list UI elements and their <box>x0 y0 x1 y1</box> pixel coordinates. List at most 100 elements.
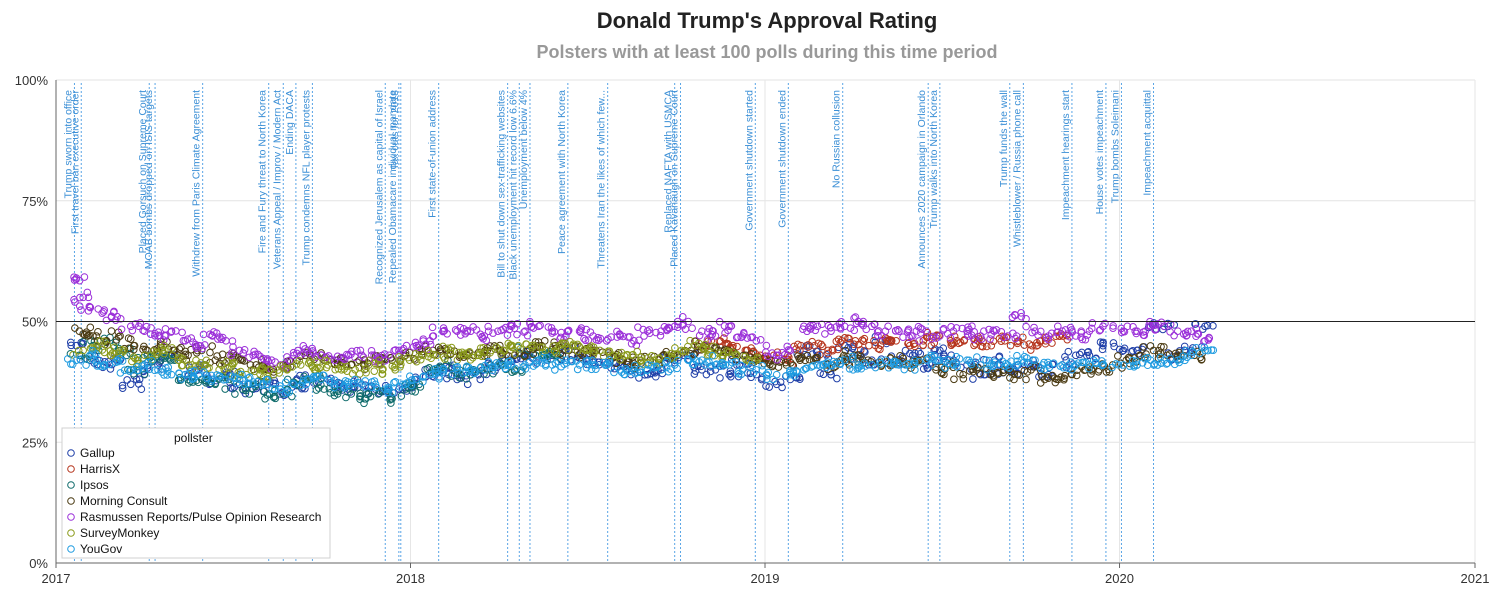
data-point <box>631 364 639 373</box>
data-point <box>566 337 574 346</box>
data-point <box>167 370 176 379</box>
data-point <box>860 347 868 355</box>
legend-label: Rasmussen Reports/Pulse Opinion Research <box>80 510 321 524</box>
data-point <box>989 373 998 381</box>
data-point <box>708 362 716 370</box>
data-point <box>710 343 719 352</box>
data-point <box>267 356 276 364</box>
data-point <box>431 365 439 373</box>
data-point <box>1130 354 1139 362</box>
data-point <box>1114 352 1122 360</box>
data-point <box>249 380 257 389</box>
data-point <box>84 307 93 315</box>
data-point <box>909 340 918 348</box>
data-point <box>384 383 393 392</box>
data-point <box>136 319 144 327</box>
data-point <box>821 330 829 338</box>
data-point <box>845 334 853 343</box>
chart-title: Donald Trump's Approval Rating <box>596 8 938 33</box>
data-point <box>728 358 736 367</box>
legend-label: Ipsos <box>80 478 109 492</box>
data-point <box>419 351 427 360</box>
data-point <box>1064 347 1073 356</box>
data-point <box>1098 361 1106 370</box>
data-point <box>466 327 475 335</box>
data-point <box>100 348 109 357</box>
data-point <box>710 351 719 360</box>
data-point <box>301 345 309 353</box>
data-point <box>822 363 831 372</box>
data-point <box>986 335 994 343</box>
data-point <box>521 352 529 361</box>
data-point <box>1131 327 1140 336</box>
data-point <box>194 378 203 387</box>
data-point <box>76 293 84 302</box>
data-point <box>160 371 168 379</box>
data-point <box>703 335 712 344</box>
data-point <box>296 351 305 360</box>
data-point <box>702 370 711 379</box>
legend-marker <box>67 545 75 553</box>
data-point <box>1128 356 1137 365</box>
data-point <box>155 331 164 340</box>
data-point <box>711 361 720 369</box>
data-point <box>900 365 909 374</box>
event-label: Trump funds the wall <box>998 90 1010 187</box>
data-point <box>223 357 231 366</box>
data-point <box>79 346 87 355</box>
legend-marker <box>67 481 75 489</box>
data-point <box>671 350 679 358</box>
data-point <box>910 356 919 365</box>
data-point <box>271 358 280 366</box>
data-point <box>463 380 472 389</box>
data-point <box>141 345 150 354</box>
data-point <box>726 369 735 378</box>
data-point <box>550 347 559 355</box>
data-point <box>746 369 755 378</box>
data-point <box>343 362 351 371</box>
data-point <box>894 326 902 334</box>
data-point <box>989 326 998 335</box>
data-point <box>704 328 712 336</box>
data-point <box>439 327 447 336</box>
data-point <box>521 361 529 369</box>
data-point <box>621 365 630 373</box>
data-point <box>857 319 866 328</box>
event-label: Announces 2020 campaign in Orlando <box>916 90 928 269</box>
data-point <box>124 334 133 343</box>
data-point <box>128 326 137 335</box>
data-point <box>118 381 127 390</box>
data-point <box>215 333 224 341</box>
data-point <box>350 379 358 388</box>
data-point <box>110 343 119 352</box>
data-point <box>964 323 972 331</box>
data-point <box>82 361 90 369</box>
data-point <box>1192 324 1201 333</box>
data-point <box>985 361 994 370</box>
data-point <box>406 372 414 380</box>
data-point <box>399 344 408 353</box>
data-point <box>135 322 143 331</box>
data-point <box>453 362 462 371</box>
data-point <box>934 356 943 365</box>
data-point <box>261 394 269 403</box>
data-point <box>1163 359 1172 367</box>
data-point <box>806 321 815 330</box>
data-point <box>103 341 112 349</box>
event-label: House votes impeachment <box>1094 90 1106 214</box>
event-label: Black unemployment hit record low 6.6% <box>507 90 519 280</box>
data-point <box>620 370 628 379</box>
data-point <box>643 366 651 375</box>
data-point <box>377 361 385 369</box>
data-point <box>313 358 321 367</box>
data-point <box>1015 371 1024 379</box>
data-point <box>762 348 770 356</box>
data-point <box>148 356 156 365</box>
data-point <box>764 352 772 360</box>
data-point <box>102 316 111 325</box>
legend-marker <box>67 465 75 473</box>
data-point <box>290 380 298 389</box>
data-point <box>605 347 614 356</box>
legend-label: HarrisX <box>80 462 120 476</box>
data-point <box>490 363 499 372</box>
